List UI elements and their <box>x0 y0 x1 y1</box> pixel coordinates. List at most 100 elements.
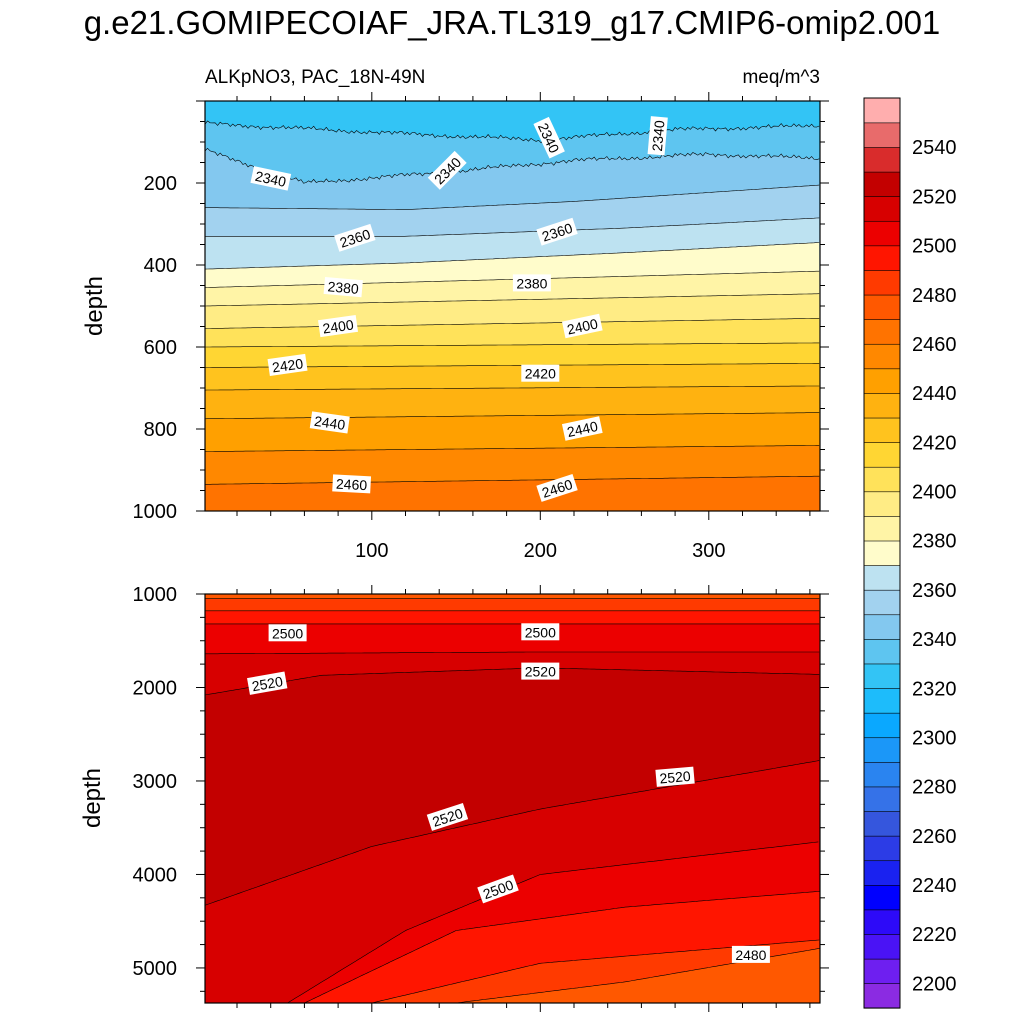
colorbar-cell <box>863 319 901 345</box>
colorbar-tick-label: 2200 <box>912 973 957 995</box>
contour-label-text: 2480 <box>735 947 766 963</box>
contour-lines <box>205 120 820 485</box>
contour-label: 2380 <box>323 276 363 298</box>
colorbar-cell <box>863 737 901 763</box>
contour-label: 2340 <box>647 116 668 156</box>
contour-label-text: 2520 <box>525 664 556 680</box>
bottom-contour-panel: 2500 250025202520252025202500248010002000… <box>133 584 829 1012</box>
colorbar-cell <box>863 343 901 370</box>
contour-line-2380 <box>205 270 820 288</box>
x-tick-label: 300 <box>692 540 725 562</box>
colorbar-cell <box>863 442 901 468</box>
colorbar-tick-label: 2240 <box>912 875 957 897</box>
contour-label: 2440 <box>561 416 603 441</box>
colorbar-cell <box>863 146 901 173</box>
contour-line-2410 <box>205 342 820 348</box>
colorbar-cell <box>863 269 901 296</box>
contour-label-text: 2400 <box>565 315 599 337</box>
colorbar-cell <box>863 983 901 1009</box>
colorbar-cell <box>863 171 901 197</box>
contour-label-text: 2460 <box>336 476 368 494</box>
contour-line-2400 <box>205 318 820 329</box>
colorbar-cell <box>863 712 901 739</box>
colorbar-cell <box>863 761 901 788</box>
page-title: g.e21.GOMIPECOIAF_JRA.TL319_g17.CMIP6-om… <box>83 4 941 41</box>
x-tick-label: 200 <box>524 540 557 562</box>
contour-label-text: 2520 <box>251 673 285 694</box>
contour-band-2480 <box>456 948 820 1003</box>
contour-label-text: 2400 <box>322 316 355 336</box>
contour-label-text: 2420 <box>271 355 304 375</box>
y-tick-label: 3000 <box>133 771 178 793</box>
colorbar-tick-label: 2360 <box>912 580 957 602</box>
contour-line-2450 <box>205 445 820 452</box>
y-tick-label: 600 <box>144 337 177 359</box>
colorbar-tick-label: 2540 <box>912 137 957 159</box>
colorbar-cell <box>863 491 901 517</box>
contour-label-text: 2340 <box>649 119 668 152</box>
colorbar-cell <box>863 687 901 714</box>
colorbar-tick-label: 2340 <box>912 629 957 651</box>
y-tick-label: 5000 <box>133 958 178 980</box>
contour-line-2340 <box>205 147 820 184</box>
y-tick-label: 4000 <box>133 864 178 886</box>
contour-line-2440 <box>205 412 820 420</box>
contour-line-2330 <box>205 120 820 144</box>
contour-line-2420 <box>205 363 820 368</box>
contour-label: 2400 <box>318 314 359 338</box>
colorbar-cell <box>863 835 901 862</box>
colorbar-tick-label: 2280 <box>912 777 957 799</box>
contour-line-2360 <box>205 217 820 237</box>
contour-label: 2520 <box>655 766 695 787</box>
colorbar-tick-label: 2420 <box>912 432 957 454</box>
colorbar: 2200 2220 2240 2260 2280 2300 2320 2340 2360 2380… <box>863 97 957 1009</box>
colorbar-cell <box>863 933 901 960</box>
colorbar-cell <box>863 589 901 616</box>
contour-label: 2420 <box>521 364 560 382</box>
colorbar-cell <box>863 97 901 124</box>
y-tick-label: 800 <box>144 419 177 441</box>
contour-label: 2480 <box>731 945 770 963</box>
colorbar-tick-label: 2220 <box>912 924 957 946</box>
contour-line-2520 <box>205 667 820 696</box>
contour-label: 2420 <box>267 353 308 376</box>
colorbar-cell <box>863 294 901 320</box>
contour-label-text: 2420 <box>525 366 556 382</box>
colorbar-tick-label: 2380 <box>912 531 957 553</box>
contour-label: 2500 <box>268 624 307 642</box>
contour-line-2510 <box>205 651 820 655</box>
colorbar-tick-label: 2500 <box>912 236 957 258</box>
colorbar-tick-label: 2260 <box>912 826 957 848</box>
colorbar-cell <box>863 564 901 591</box>
contour-label-text: 2340 <box>254 168 288 190</box>
colorbar-cell <box>863 958 901 984</box>
y-tick-label: 200 <box>144 173 177 195</box>
top-y-axis-label: depth <box>81 276 108 336</box>
colorbar-cell <box>863 220 901 247</box>
colorbar-cell <box>863 417 901 443</box>
colorbar-tick-label: 2520 <box>912 186 957 208</box>
colorbar-tick-label: 2400 <box>912 482 957 504</box>
colorbar-cell <box>863 466 901 493</box>
colorbar-cell <box>863 638 901 665</box>
contour-label-text: 2500 <box>272 625 303 641</box>
y-tick-label: 2000 <box>133 677 178 699</box>
contour-label: 2380 <box>512 274 551 292</box>
contour-label-text: 2440 <box>313 413 346 433</box>
contour-line-2390 <box>205 293 820 307</box>
colorbar-tick-label: 2460 <box>912 334 957 356</box>
contour-line-2460 <box>205 475 820 485</box>
contour-label: 2340 <box>250 166 292 191</box>
colorbar-cell <box>863 614 901 640</box>
colorbar-tick-label: 2320 <box>912 678 957 700</box>
colorbar-frame <box>863 97 901 1009</box>
x-tick-label: 100 <box>355 540 388 562</box>
contour-label-text: 2500 <box>525 624 556 640</box>
colorbar-cell <box>863 122 901 148</box>
y-tick-label: 1000 <box>133 501 178 523</box>
colorbar-tick-label: 2440 <box>912 383 957 405</box>
colorbar-cell <box>863 786 901 812</box>
contour-fills <box>205 598 820 1003</box>
colorbar-tick-label: 2480 <box>912 285 957 307</box>
